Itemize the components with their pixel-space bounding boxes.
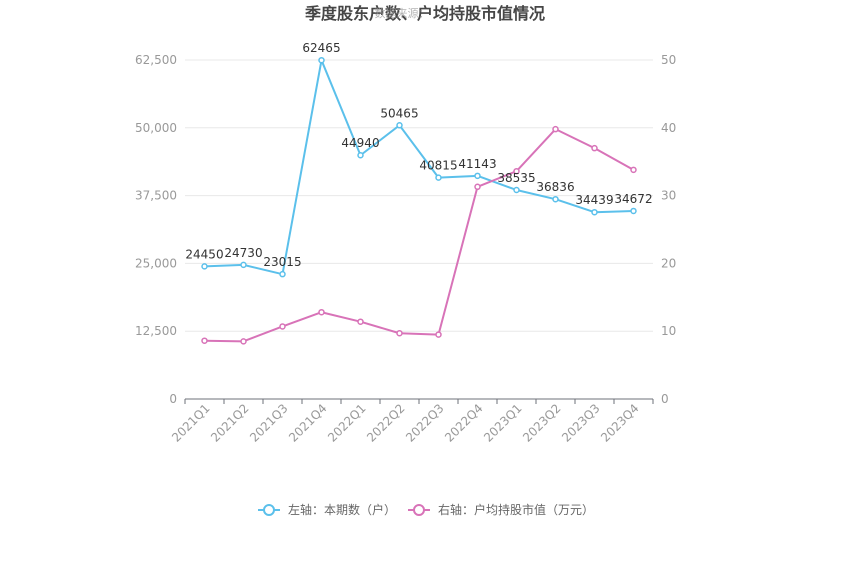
data-point[interactable] bbox=[630, 207, 637, 215]
x-tick-label: 2023Q1 bbox=[481, 401, 525, 445]
legend-label-households: 左轴：本期数（户） bbox=[288, 502, 396, 517]
data-point[interactable] bbox=[201, 337, 208, 344]
data-point[interactable] bbox=[396, 122, 403, 129]
data-label: 23015 bbox=[263, 255, 301, 269]
x-tick-label: 2021Q4 bbox=[286, 401, 330, 445]
data-point[interactable] bbox=[591, 144, 598, 152]
legend-marker-households bbox=[263, 504, 275, 516]
legend-label-avg-value: 右轴：户均持股市值（万元） bbox=[438, 502, 594, 517]
chart-title: 季度股东户数、户均持股市值情况 bbox=[304, 4, 545, 23]
legend-item-avg-value[interactable]: 右轴：户均持股市值（万元） bbox=[408, 502, 594, 517]
series-line-0 bbox=[204, 59, 634, 276]
data-point[interactable] bbox=[552, 125, 559, 133]
data-point[interactable] bbox=[552, 195, 559, 203]
data-point[interactable] bbox=[396, 329, 403, 337]
y-right-tick-label: 50 bbox=[661, 53, 676, 67]
x-tick-label: 2023Q2 bbox=[520, 401, 564, 445]
data-label: 44940 bbox=[341, 136, 379, 150]
y-left-tick-label: 62,500 bbox=[135, 53, 177, 67]
data-label: 40815 bbox=[419, 159, 457, 173]
x-tick-label: 2021Q2 bbox=[208, 401, 252, 445]
data-label: 34672 bbox=[614, 192, 652, 206]
data-point[interactable] bbox=[513, 186, 520, 194]
legend-item-households[interactable]: 左轴：本期数（户） bbox=[258, 502, 396, 517]
x-tick-label: 2021Q1 bbox=[169, 401, 213, 445]
data-label: 62465 bbox=[302, 41, 340, 55]
data-point[interactable] bbox=[591, 208, 598, 216]
legend-marker-avg-value bbox=[413, 504, 425, 516]
data-point[interactable] bbox=[357, 318, 364, 325]
data-point[interactable] bbox=[240, 261, 247, 269]
data-label: 41143 bbox=[458, 157, 496, 171]
data-point[interactable] bbox=[513, 167, 520, 175]
data-point[interactable] bbox=[318, 308, 325, 316]
x-tick-label: 2023Q3 bbox=[559, 401, 603, 445]
data-point[interactable] bbox=[357, 151, 364, 159]
x-tick-label: 2023Q4 bbox=[598, 401, 642, 445]
data-point[interactable] bbox=[474, 183, 481, 191]
x-axis: 2021Q12021Q22021Q32021Q42022Q12022Q22022… bbox=[169, 398, 654, 445]
data-point[interactable] bbox=[279, 323, 286, 330]
data-label: 24450 bbox=[185, 247, 223, 261]
y-left-tick-label: 50,000 bbox=[135, 121, 177, 135]
y-left-tick-label: 0 bbox=[169, 392, 177, 406]
series-line-1 bbox=[204, 128, 634, 343]
x-tick-label: 2021Q3 bbox=[247, 401, 291, 445]
data-point[interactable] bbox=[240, 338, 247, 345]
data-point[interactable] bbox=[201, 263, 208, 270]
y-right-tick-label: 20 bbox=[661, 256, 676, 270]
x-tick-label: 2022Q1 bbox=[325, 401, 369, 445]
y-axis-left: 0 12,500 25,000 37,500 50,000 62,500 bbox=[135, 53, 177, 406]
grid-lines bbox=[185, 59, 653, 332]
data-point[interactable] bbox=[435, 174, 442, 181]
y-right-tick-label: 40 bbox=[661, 121, 676, 135]
x-tick-label: 2022Q3 bbox=[403, 401, 447, 445]
data-label: 50465 bbox=[380, 106, 418, 120]
data-label: 36836 bbox=[536, 180, 574, 194]
watermark-text: 数据来源： bbox=[375, 6, 430, 20]
y-left-tick-label: 37,500 bbox=[135, 189, 177, 203]
data-label: 24730 bbox=[224, 246, 262, 260]
y-right-tick-label: 0 bbox=[661, 392, 669, 406]
legend: 左轴：本期数（户） 右轴：户均持股市值（万元） bbox=[258, 502, 594, 517]
y-right-tick-label: 30 bbox=[661, 189, 676, 203]
x-tick-label: 2022Q2 bbox=[364, 401, 408, 445]
y-left-tick-label: 25,000 bbox=[135, 256, 177, 270]
y-axis-right: 0 10 20 30 40 50 bbox=[661, 53, 676, 406]
data-point[interactable] bbox=[630, 166, 637, 174]
y-right-tick-label: 10 bbox=[661, 324, 676, 338]
data-point[interactable] bbox=[435, 331, 442, 338]
series-layer bbox=[201, 56, 637, 345]
data-point[interactable] bbox=[318, 56, 325, 64]
data-label: 34439 bbox=[575, 193, 613, 207]
x-tick-label: 2022Q4 bbox=[442, 401, 486, 445]
y-left-tick-label: 12,500 bbox=[135, 324, 177, 338]
data-point[interactable] bbox=[474, 172, 481, 180]
data-label: 38535 bbox=[497, 171, 535, 185]
data-point[interactable] bbox=[279, 270, 286, 278]
